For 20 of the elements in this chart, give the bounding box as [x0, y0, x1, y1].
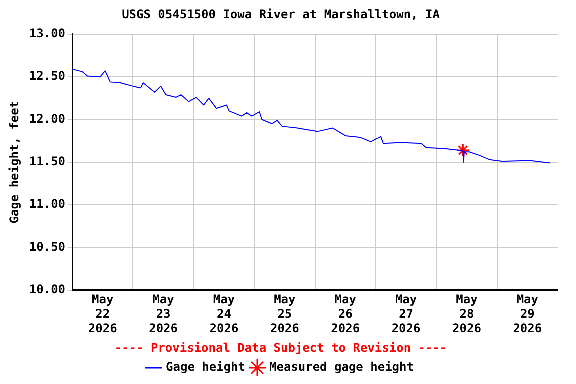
legend-label: Measured gage height	[269, 360, 414, 374]
y-tick-label: 13.00	[29, 26, 66, 41]
x-tick-label: May 29 2026	[513, 292, 542, 336]
chart-title: USGS 05451500 Iowa River at Marshalltown, IA	[122, 7, 441, 22]
x-tick-label: May 25 2026	[270, 292, 300, 336]
y-tick-label: 10.00	[29, 282, 66, 297]
x-tick-label: May 27 2026	[392, 292, 421, 336]
legend-label: Gage height	[166, 360, 246, 374]
y-tick-label: 12.00	[29, 112, 66, 126]
x-tick-label: May 26 2026	[331, 292, 360, 336]
x-tick-label: May 28 2026	[452, 292, 482, 336]
y-tick-label: 10.50	[29, 240, 66, 254]
y-tick-label: 11.00	[29, 197, 66, 212]
x-tick-label: May 23 2026	[149, 292, 178, 336]
y-tick-label: 11.50	[29, 154, 66, 169]
x-tick-label: May 24 2026	[210, 292, 239, 336]
text: ---- Provisional Data Subject to Revision ----	[114, 340, 448, 355]
y-tick-label: 12.50	[29, 69, 66, 84]
y-axis-title: Gage height, feet	[7, 100, 22, 224]
x-tick-label: May 22 2026	[88, 292, 118, 336]
